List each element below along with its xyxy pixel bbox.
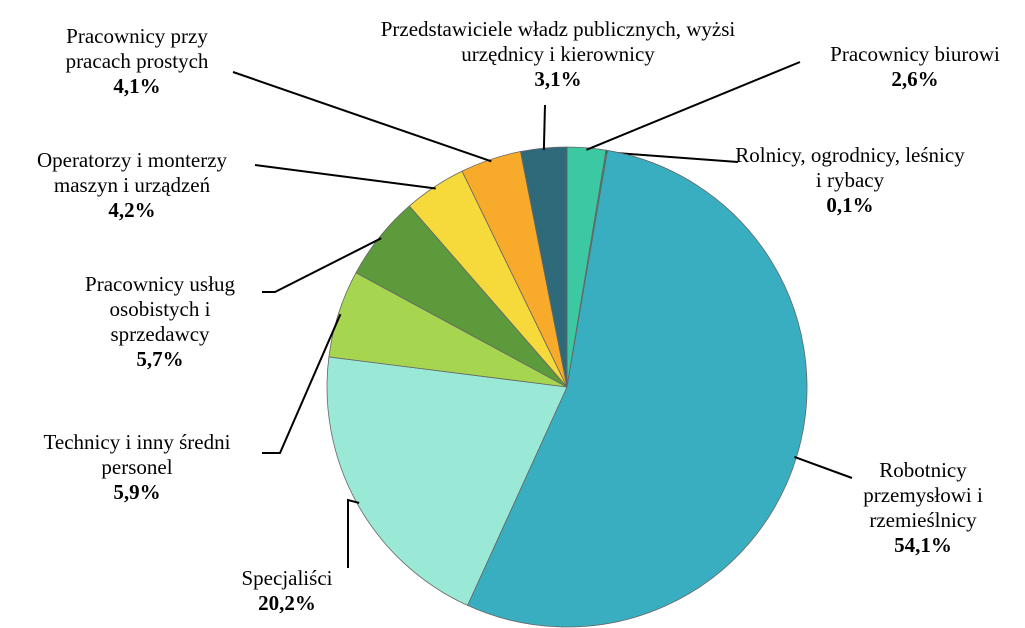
- leader-line: [586, 61, 801, 151]
- value-label: 0,1%: [826, 193, 874, 217]
- slice-label: Pracownicy biurowi 2,6%: [800, 42, 1025, 92]
- slice-label: Przedstawiciele władz publicznych, wyżsi…: [358, 17, 758, 92]
- category-label: Specjaliści: [241, 566, 333, 590]
- leader-line: [262, 237, 382, 293]
- category-label: Pracownicy biurowi: [830, 42, 1000, 66]
- slice-label: Rolnicy, ogrodnicy, leśnicy i rybacy 0,1%: [730, 143, 970, 218]
- slice-label: Technicy i inny średni personel 5,9%: [7, 430, 267, 505]
- category-label: Pracownicy usług osobistych i sprzedawcy: [85, 272, 235, 346]
- value-label: 4,2%: [108, 198, 156, 222]
- slice-label: Operatorzy i monterzy maszyn i urządzeń 4…: [7, 148, 257, 223]
- slice-label: Pracownicy usług osobistych i sprzedawcy…: [60, 272, 260, 372]
- value-label: 54,1%: [894, 533, 952, 557]
- category-label: Technicy i inny średni personel: [43, 430, 231, 479]
- category-label: Pracownicy przy pracach prostych: [65, 24, 209, 73]
- value-label: 5,7%: [136, 347, 184, 371]
- category-label: Operatorzy i monterzy maszyn i urządzeń: [36, 148, 228, 197]
- slice-label: Robotnicy przemysłowi i rzemieślnicy 54,1…: [843, 458, 1003, 558]
- value-label: 3,1%: [534, 67, 582, 91]
- leader-line: [606, 151, 739, 163]
- leader-line: [262, 313, 342, 454]
- leader-line: [254, 164, 436, 190]
- leader-line: [794, 456, 853, 479]
- category-label: Robotnicy przemysłowi i rzemieślnicy: [863, 458, 983, 532]
- leader-line: [347, 498, 360, 568]
- slice-label: Specjaliści 20,2%: [227, 566, 347, 616]
- slice-label: Pracownicy przy pracach prostych 4,1%: [37, 24, 237, 99]
- category-label: Przedstawiciele władz publicznych, wyżsi…: [380, 17, 736, 66]
- value-label: 2,6%: [891, 67, 939, 91]
- leader-line: [542, 104, 546, 151]
- pie-slice: [326, 356, 568, 606]
- value-label: 20,2%: [258, 591, 316, 615]
- value-label: 4,1%: [113, 74, 161, 98]
- value-label: 5,9%: [113, 480, 161, 504]
- category-label: Rolnicy, ogrodnicy, leśnicy i rybacy: [735, 143, 965, 192]
- leader-line: [232, 71, 492, 163]
